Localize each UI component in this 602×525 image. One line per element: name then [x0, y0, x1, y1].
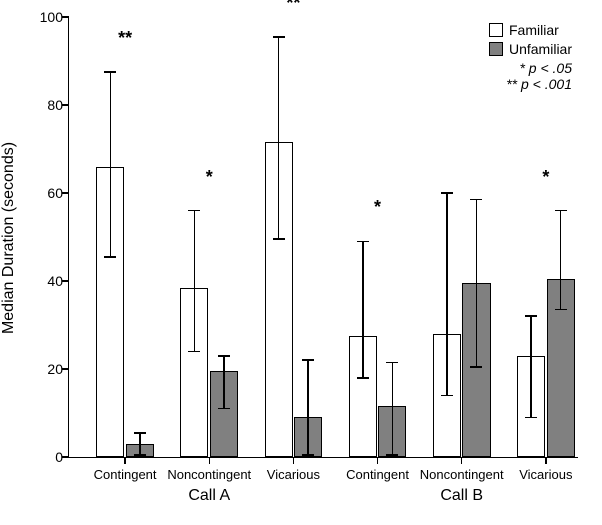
significance-marker: ** — [118, 28, 132, 49]
error-bar — [446, 193, 448, 395]
ytick-label: 20 — [47, 361, 69, 377]
significance-marker: * — [542, 167, 549, 188]
legend-item-unfamiliar: Unfamiliar — [489, 41, 572, 57]
error-bar — [362, 241, 364, 377]
xtick-label: Vicarious — [519, 467, 572, 482]
group-label: Call B — [440, 487, 483, 505]
legend-label-unfamiliar: Unfamiliar — [509, 41, 572, 57]
legend-item-familiar: Familiar — [489, 22, 572, 38]
xtick-label: Contingent — [94, 467, 157, 482]
xtick-mark — [293, 457, 295, 464]
group-label: Call A — [188, 487, 230, 505]
xtick-mark — [377, 457, 379, 464]
xtick-label: Noncontingent — [167, 467, 251, 482]
legend-label-familiar: Familiar — [509, 22, 559, 38]
xtick-mark — [461, 457, 463, 464]
error-bar — [307, 360, 309, 455]
error-cap — [188, 210, 200, 212]
ytick-label: 40 — [47, 273, 69, 289]
error-cap — [386, 362, 398, 364]
xtick-label: Vicarious — [267, 467, 320, 482]
error-bar — [392, 362, 394, 454]
legend-sig-line: ** p < .001 — [489, 76, 572, 92]
legend-swatch-familiar — [489, 23, 503, 37]
significance-marker: * — [206, 167, 213, 188]
error-cap — [386, 454, 398, 456]
xtick-label: Noncontingent — [420, 467, 504, 482]
y-axis-label: Median Duration (seconds) — [0, 142, 18, 334]
error-cap — [188, 351, 200, 353]
xtick-label: Contingent — [346, 467, 409, 482]
error-cap — [104, 71, 116, 73]
error-cap — [357, 377, 369, 379]
legend: Familiar Unfamiliar * p < .05** p < .001 — [489, 22, 572, 92]
error-cap — [134, 432, 146, 434]
error-bar — [110, 72, 112, 257]
xtick-mark — [545, 457, 547, 464]
ytick-label: 0 — [55, 449, 69, 465]
error-cap — [441, 192, 453, 194]
ytick-label: 60 — [47, 185, 69, 201]
error-bar — [278, 37, 280, 239]
error-cap — [525, 417, 537, 419]
error-bar — [560, 211, 562, 310]
ytick-label: 100 — [40, 9, 69, 25]
error-cap — [441, 395, 453, 397]
error-cap — [470, 199, 482, 201]
error-cap — [218, 408, 230, 410]
error-cap — [555, 309, 567, 311]
error-bar — [476, 200, 478, 367]
legend-sig-line: * p < .05 — [489, 60, 572, 76]
significance-marker: ** — [286, 0, 300, 14]
ytick-label: 80 — [47, 97, 69, 113]
error-cap — [218, 355, 230, 357]
error-cap — [273, 36, 285, 38]
chart-root: 020406080100**Contingent*Noncontingent**… — [0, 0, 602, 525]
error-cap — [470, 366, 482, 368]
error-cap — [357, 241, 369, 243]
error-cap — [273, 238, 285, 240]
significance-marker: * — [374, 197, 381, 218]
error-cap — [104, 256, 116, 258]
error-bar — [194, 211, 196, 352]
legend-swatch-unfamiliar — [489, 42, 503, 56]
error-cap — [525, 315, 537, 317]
error-cap — [302, 359, 314, 361]
error-cap — [555, 210, 567, 212]
xtick-mark — [209, 457, 211, 464]
legend-significance: * p < .05** p < .001 — [489, 60, 572, 92]
xtick-mark — [124, 457, 126, 464]
error-cap — [302, 454, 314, 456]
error-cap — [134, 454, 146, 456]
error-bar — [139, 433, 141, 455]
error-bar — [223, 356, 225, 409]
error-bar — [530, 316, 532, 417]
